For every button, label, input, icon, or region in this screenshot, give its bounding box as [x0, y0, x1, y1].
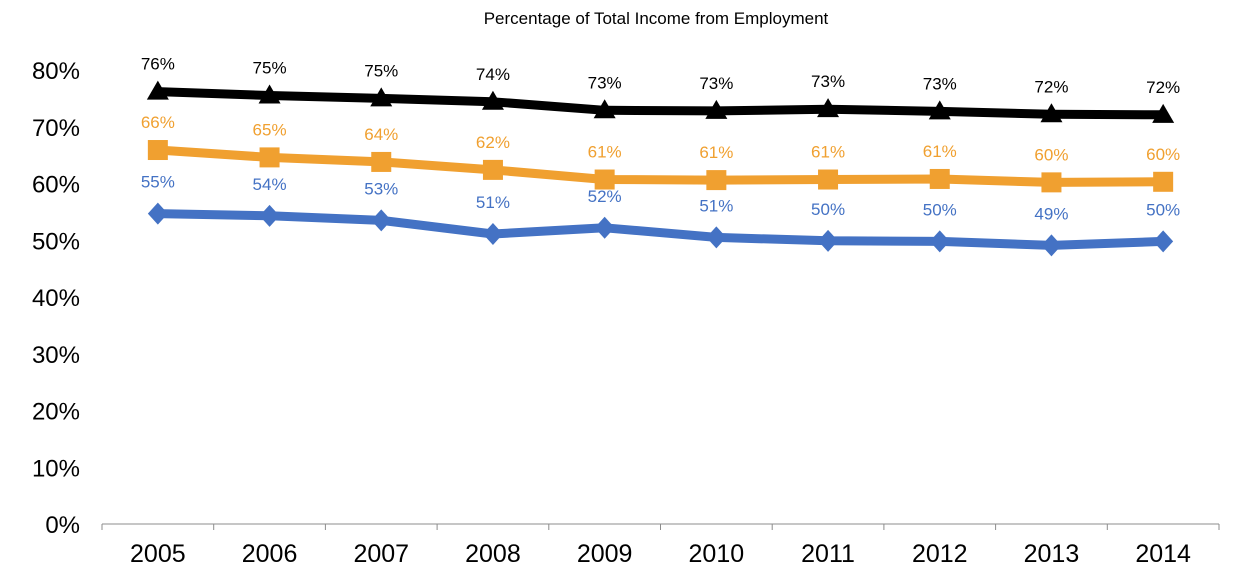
data-point-diamond [1041, 234, 1062, 257]
data-labels: 76% 75% 75% 74% 73% 73% 73% 73% 72% 72% 66% 65% 64% 6… [141, 55, 1180, 224]
x-tick-label: 2011 [801, 540, 855, 568]
data-label: 61% [699, 143, 733, 162]
data-point-triangle [1040, 103, 1063, 123]
x-tick-label: 2014 [1135, 540, 1191, 568]
x-tick-label: 2012 [912, 540, 968, 568]
data-label: 53% [364, 179, 398, 198]
data-label: 50% [811, 200, 845, 219]
data-label: 62% [476, 133, 510, 152]
x-tick-label: 2010 [689, 540, 745, 568]
data-point-triangle [146, 80, 169, 100]
data-point-square [371, 151, 392, 172]
series-line [153, 87, 1168, 120]
data-point-diamond [259, 204, 280, 227]
data-label: 61% [923, 142, 957, 161]
x-tick-label: 2007 [353, 540, 409, 568]
data-label: 50% [1146, 200, 1180, 219]
data-point-square [1153, 171, 1174, 192]
data-point-triangle [593, 99, 616, 119]
data-point-square [259, 147, 280, 168]
data-label: 72% [1146, 78, 1180, 97]
data-point-diamond [371, 209, 392, 232]
axes: 0% 10% 20% 30% 40% 50% 60% 70% 80% 2005 2006 2007 20… [32, 58, 1220, 568]
y-tick-label: 20% [32, 399, 80, 426]
x-tick-label: 2008 [465, 540, 521, 568]
data-label: 50% [923, 200, 957, 219]
series-line [153, 209, 1168, 250]
data-label: 74% [476, 65, 510, 84]
data-label: 51% [699, 196, 733, 215]
series-diamond [147, 202, 1174, 257]
x-tick-label: 2013 [1024, 540, 1080, 568]
y-tick-label: 10% [32, 455, 80, 482]
x-tick-label: 2006 [242, 540, 298, 568]
data-label: 49% [1034, 204, 1068, 223]
data-label: 66% [141, 113, 175, 132]
y-tick-label: 0% [45, 512, 80, 539]
y-tick-label: 80% [32, 58, 80, 85]
y-tick-label: 50% [32, 228, 80, 255]
data-label: 75% [364, 61, 398, 80]
data-label: 73% [699, 74, 733, 93]
data-label: 76% [141, 55, 175, 74]
data-point-diamond [1153, 230, 1174, 253]
x-tick-label: 2009 [577, 540, 633, 568]
data-label: 72% [1034, 77, 1068, 96]
data-label: 51% [476, 193, 510, 212]
data-point-diamond [706, 226, 727, 249]
data-point-square [929, 168, 950, 189]
data-label: 73% [923, 74, 957, 93]
y-tick-label: 30% [32, 342, 80, 369]
data-point-triangle [258, 84, 281, 104]
series-line [153, 145, 1168, 187]
data-point-diamond [929, 230, 950, 253]
data-point-diamond [594, 216, 615, 239]
data-point-square [1041, 172, 1062, 193]
data-label: 73% [588, 73, 622, 92]
series-layer [146, 80, 1175, 257]
data-point-diamond [482, 223, 503, 246]
data-point-diamond [147, 202, 168, 225]
y-tick-label: 40% [32, 285, 80, 312]
series-square [147, 140, 1174, 193]
data-label: 60% [1146, 145, 1180, 164]
data-label: 61% [811, 143, 845, 162]
data-point-diamond [818, 229, 839, 252]
data-point-square [818, 169, 839, 190]
data-label: 73% [811, 72, 845, 91]
data-point-square [482, 159, 503, 180]
data-point-square [147, 140, 168, 161]
data-point-square [706, 170, 727, 191]
data-point-triangle [705, 99, 728, 119]
data-point-square [594, 169, 615, 190]
data-point-triangle [481, 90, 504, 110]
chart-title: Percentage of Total Income from Employme… [484, 9, 829, 28]
data-label: 64% [364, 125, 398, 144]
data-label: 54% [253, 175, 287, 194]
data-label: 61% [588, 143, 622, 162]
data-label: 55% [141, 173, 175, 192]
data-point-triangle [1152, 103, 1175, 123]
data-label: 52% [588, 187, 622, 206]
data-label: 60% [1034, 145, 1068, 164]
data-point-triangle [817, 98, 840, 118]
data-point-triangle [928, 100, 951, 120]
x-tick-label: 2005 [130, 540, 186, 568]
data-point-triangle [370, 87, 393, 107]
data-label: 65% [253, 120, 287, 139]
series-triangle [146, 80, 1175, 123]
y-tick-label: 70% [32, 115, 80, 142]
data-label: 75% [253, 59, 287, 78]
y-tick-label: 60% [32, 172, 80, 199]
